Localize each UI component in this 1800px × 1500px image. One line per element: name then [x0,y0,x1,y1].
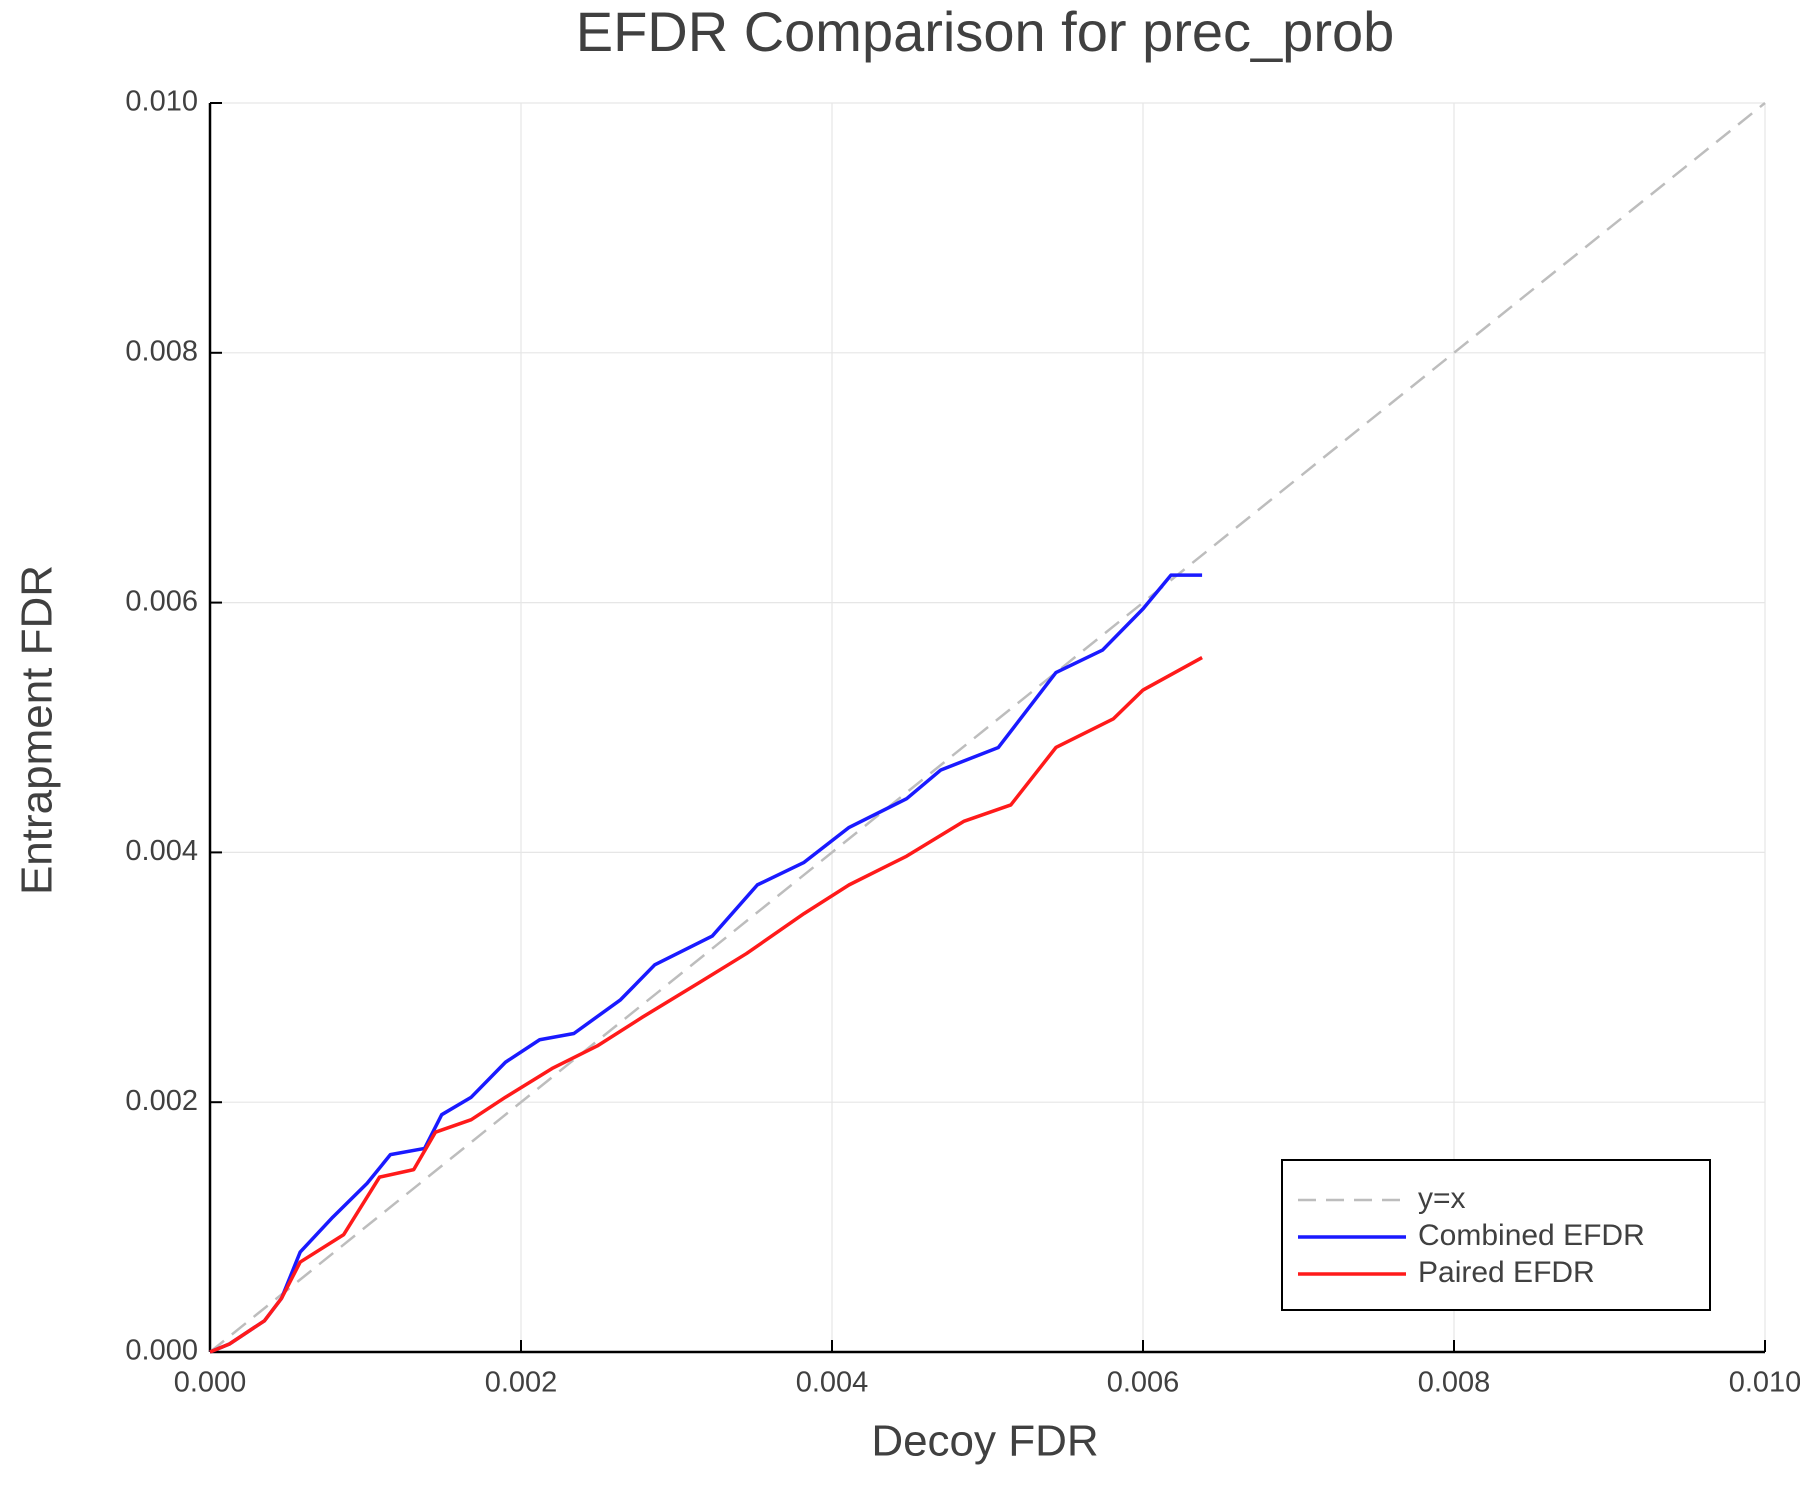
legend-label: Paired EFDR [1418,1256,1595,1289]
y-tick-label: 0.004 [125,835,198,867]
x-tick-label: 0.000 [174,1367,247,1399]
x-axis-label: Decoy FDR [871,1417,1098,1466]
x-tick-label: 0.006 [1107,1367,1180,1399]
legend-label: y=x [1418,1182,1466,1215]
y-axis-label: Entrapment FDR [13,565,62,895]
series-line [209,656,1203,1354]
y-tick-label: 0.000 [125,1335,198,1367]
x-tick-label: 0.004 [796,1367,869,1399]
y-tick-label: 0.008 [125,335,198,367]
y-tick-label: 0.010 [125,86,198,118]
legend-label: Combined EFDR [1418,1219,1645,1252]
y-tick-label: 0.002 [125,1085,198,1117]
series-line [209,102,1766,1353]
x-tick-label: 0.010 [1729,1367,1800,1399]
series-line [209,573,1203,1354]
x-tick-label: 0.002 [485,1367,558,1399]
y-tick-label: 0.006 [125,585,198,617]
legend-box [1281,1159,1711,1311]
x-tick-label: 0.008 [1418,1367,1491,1399]
chart-title: EFDR Comparison for prec_prob [576,0,1395,63]
